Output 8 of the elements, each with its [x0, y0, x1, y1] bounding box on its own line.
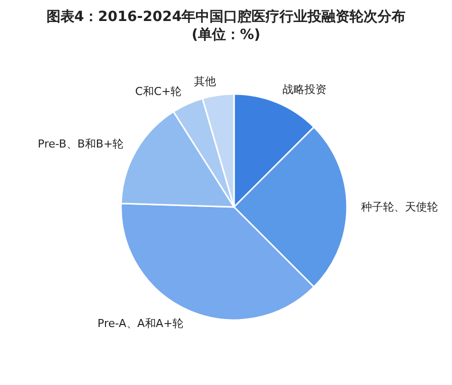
chart-title: 图表4：2016-2024年中国口腔医疗行业投融资轮次分布: [45, 8, 407, 26]
slice-label: Pre-B、B和B+轮: [38, 138, 124, 151]
slice-label: 种子轮、天使轮: [361, 200, 438, 214]
slice-label: Pre-A、A和A+轮: [98, 317, 184, 330]
slice-label: 战略投资: [282, 83, 327, 96]
slice-label: 其他: [194, 74, 216, 88]
slice-label: C和C+轮: [135, 84, 182, 98]
chart-subtitle: (单位：%): [190, 26, 262, 44]
